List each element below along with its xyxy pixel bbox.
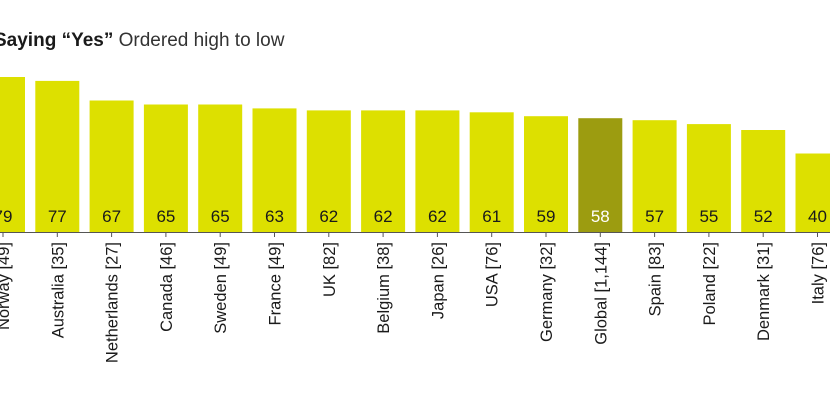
x-tick-label: Denmark [31] — [755, 242, 773, 341]
bar-14 — [741, 130, 786, 232]
x-tick-label: France [49] — [267, 242, 285, 325]
bar-9 — [469, 112, 514, 232]
bar-7 — [361, 110, 406, 232]
chart-title-bold: Saying “Yes” — [0, 30, 114, 51]
bar-value-label: 57 — [645, 207, 664, 226]
x-tick-label: Germany [32] — [538, 242, 556, 342]
bar-3 — [143, 104, 188, 232]
bar-11 — [578, 118, 623, 232]
x-tick-label: Global [1,144] — [592, 242, 610, 345]
bar-value-label: 62 — [374, 207, 393, 226]
bar-value-label: 40 — [808, 207, 827, 226]
bar-value-label: 52 — [754, 207, 773, 226]
x-tick-label: Japan [26] — [429, 242, 447, 319]
bar-15 — [795, 153, 830, 232]
x-tick-label: Sweden [49] — [212, 242, 230, 334]
x-tick-label: Canada [46] — [158, 242, 176, 332]
x-tick-label: Belgium [38] — [375, 242, 393, 334]
bar-2 — [89, 100, 134, 232]
x-tick-label: Italy [76] — [810, 242, 828, 304]
chart-title: Saying “Yes” Ordered high to low — [0, 30, 284, 52]
bar-8 — [415, 110, 460, 232]
bar-value-label: 65 — [156, 207, 175, 226]
bar-value-label: 79 — [0, 207, 12, 226]
bar-value-label: 77 — [48, 207, 67, 226]
bar-value-label: 62 — [319, 207, 338, 226]
bar-value-label: 63 — [265, 207, 284, 226]
x-tick-label: Australia [35] — [49, 242, 67, 338]
bar-value-label: 55 — [699, 207, 718, 226]
bar-1 — [35, 80, 80, 233]
bar-10 — [524, 116, 568, 232]
bar-6 — [306, 110, 351, 232]
bar-4 — [198, 104, 243, 232]
x-tick-label: Netherlands [27] — [104, 242, 122, 363]
chart-title-subtitle: Ordered high to low — [118, 30, 285, 51]
bar-13 — [686, 124, 731, 232]
bar-value-label: 62 — [428, 207, 447, 226]
bar-value-label: 67 — [102, 207, 121, 226]
bar-0 — [0, 77, 25, 232]
x-tick-label: UK [82] — [321, 242, 339, 297]
x-tick-label: USA [76] — [484, 242, 502, 307]
bar-12 — [632, 120, 677, 232]
bar-value-label: 61 — [482, 207, 501, 226]
x-tick-label: Spain [83] — [647, 242, 665, 316]
bar-value-label: 59 — [537, 207, 556, 226]
bar-value-label: 58 — [591, 207, 610, 226]
x-tick-label: Poland [22] — [701, 242, 719, 325]
x-tick-label: Norway [49] — [0, 242, 13, 330]
bar-5 — [252, 108, 297, 232]
bar-value-label: 65 — [211, 207, 230, 226]
